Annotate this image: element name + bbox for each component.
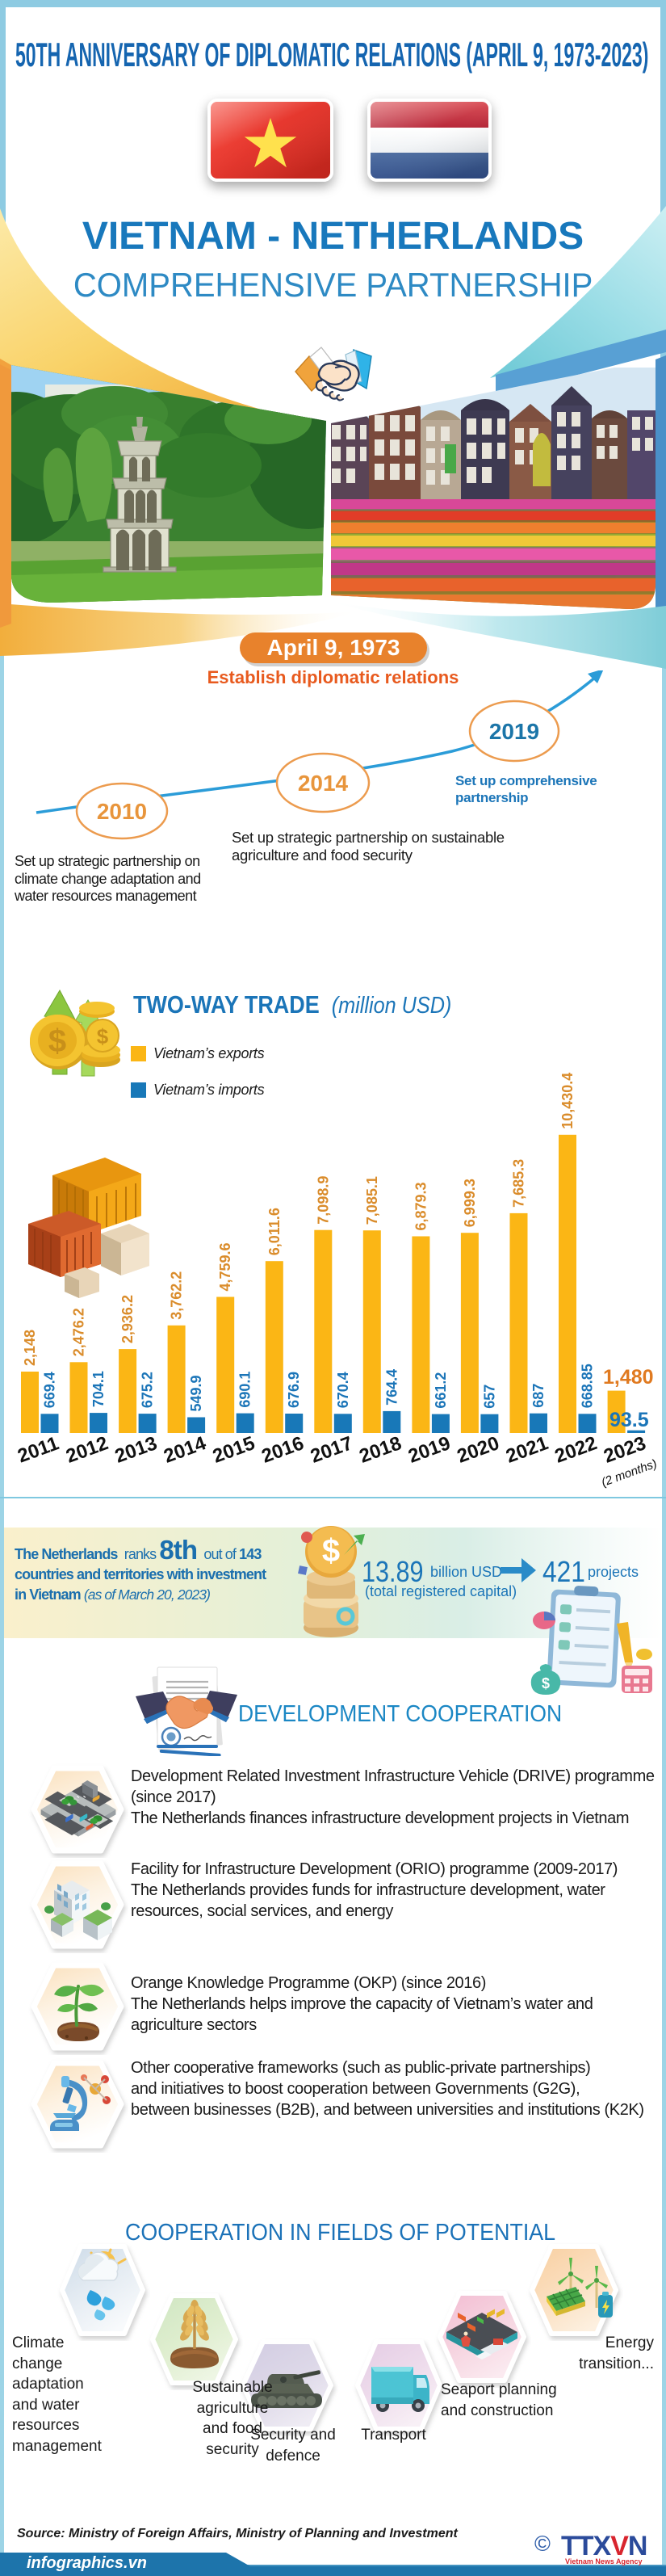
svg-text:7,085.1: 7,085.1 (364, 1176, 380, 1225)
svg-text:$: $ (542, 1675, 550, 1691)
svg-text:2021: 2021 (503, 1432, 551, 1468)
svg-text:676.9: 676.9 (286, 1372, 302, 1408)
svg-text:4,759.6: 4,759.6 (217, 1242, 233, 1291)
svg-text:7,098.9: 7,098.9 (315, 1176, 331, 1225)
svg-text:2014: 2014 (161, 1432, 209, 1468)
svg-text:670.4: 670.4 (335, 1372, 351, 1408)
svg-text:2,936.2: 2,936.2 (119, 1295, 136, 1343)
svg-text:2017: 2017 (308, 1432, 355, 1468)
svg-text:764.4: 764.4 (383, 1369, 400, 1406)
svg-text:2013: 2013 (112, 1432, 160, 1468)
svg-text:657: 657 (481, 1385, 497, 1409)
svg-text:$: $ (322, 1533, 340, 1569)
svg-text:2010: 2010 (97, 799, 147, 824)
svg-text:669.4: 669.4 (42, 1372, 58, 1408)
svg-text:690.1: 690.1 (237, 1372, 253, 1408)
svg-text:6,999.3: 6,999.3 (462, 1179, 478, 1227)
svg-text:93.5: 93.5 (609, 1409, 649, 1431)
svg-text:668.85: 668.85 (580, 1364, 596, 1408)
svg-text:2011: 2011 (15, 1432, 61, 1467)
svg-text:2022: 2022 (552, 1432, 600, 1468)
svg-text:2018: 2018 (357, 1432, 404, 1468)
svg-text:$: $ (97, 1024, 109, 1048)
svg-text:687: 687 (530, 1384, 547, 1408)
svg-text:2019: 2019 (489, 719, 539, 744)
svg-text:2,476.2: 2,476.2 (71, 1308, 87, 1356)
svg-text:2015: 2015 (210, 1432, 258, 1468)
svg-text:549.9: 549.9 (188, 1375, 204, 1411)
svg-text:675.2: 675.2 (140, 1372, 156, 1408)
svg-text:661.2: 661.2 (433, 1372, 449, 1409)
svg-text:2020: 2020 (454, 1432, 502, 1468)
svg-text:10,430.4: 10,430.4 (559, 1073, 576, 1129)
svg-text:$: $ (48, 1023, 66, 1059)
svg-text:1,480: 1,480 (603, 1366, 654, 1389)
svg-text:2,148: 2,148 (22, 1330, 38, 1366)
svg-text:2014: 2014 (298, 771, 349, 796)
svg-text:7,685.3: 7,685.3 (511, 1159, 527, 1208)
svg-text:2012: 2012 (63, 1432, 111, 1468)
svg-text:2019: 2019 (405, 1432, 453, 1468)
svg-text:6,011.6: 6,011.6 (266, 1208, 283, 1255)
svg-text:6,879.3: 6,879.3 (413, 1182, 429, 1230)
svg-text:2016: 2016 (259, 1432, 307, 1468)
svg-text:704.1: 704.1 (90, 1371, 107, 1407)
svg-text:3,762.2: 3,762.2 (169, 1271, 185, 1320)
